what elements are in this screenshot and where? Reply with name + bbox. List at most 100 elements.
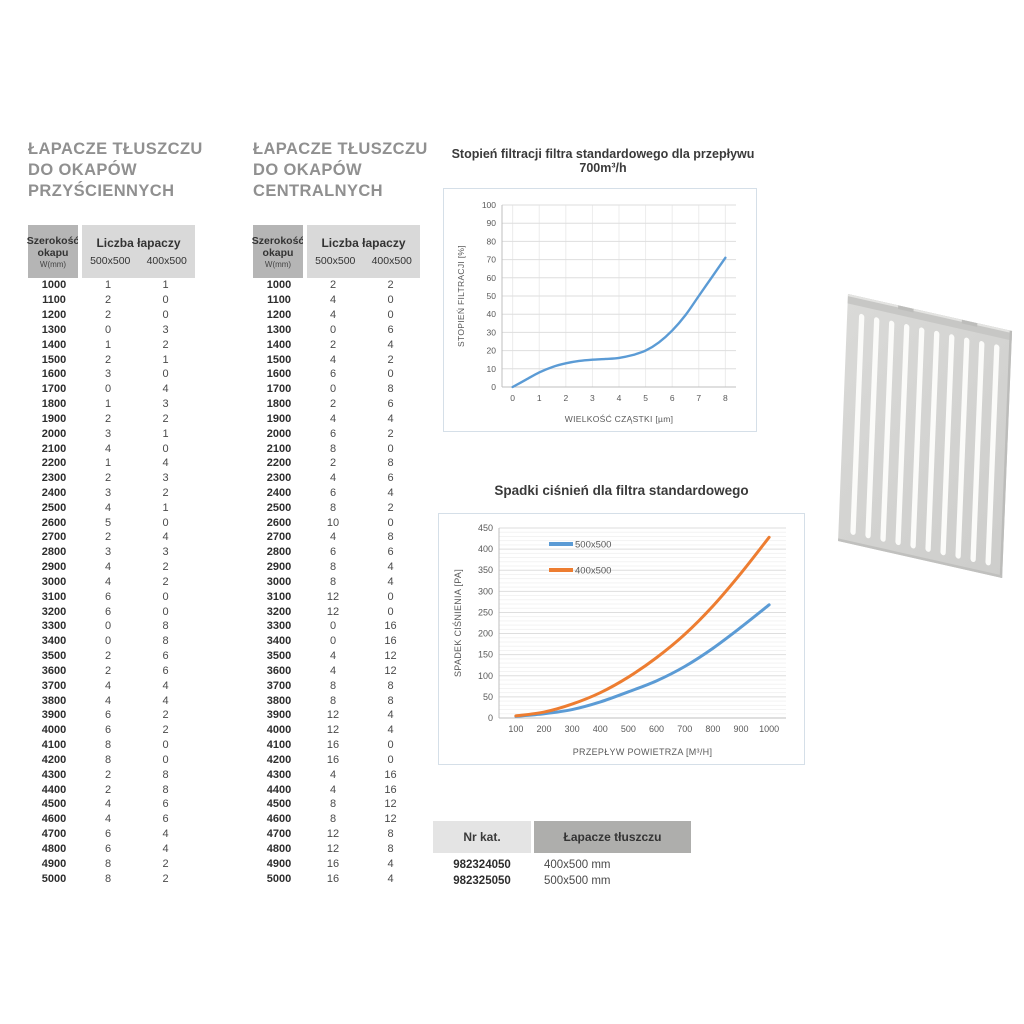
trap-count-cell: 2 bbox=[104, 472, 112, 485]
trap-count-cell: 0 bbox=[329, 383, 337, 396]
table-row: 4500 8 12 bbox=[253, 797, 420, 812]
trap-count-cell: 2 bbox=[387, 501, 394, 514]
svg-text:450: 450 bbox=[478, 523, 493, 533]
svg-text:200: 200 bbox=[478, 629, 493, 639]
trap-count-cell: 8 bbox=[104, 857, 112, 870]
filtration-chart: 0 10 20 30 40 50 60 70 80 90 100 0 1 2 3 4 5 6 7 8 WIELKOŚĆ … bbox=[443, 188, 757, 432]
trap-count-cell: 1 bbox=[162, 501, 169, 514]
hood-width-cell: 4000 bbox=[266, 724, 292, 737]
trap-count-cell: 0 bbox=[387, 590, 394, 603]
trap-count-cell: 8 bbox=[329, 561, 337, 574]
hood-width-cell: 1800 bbox=[266, 398, 292, 411]
table-row: 1900 2 2 bbox=[28, 411, 195, 426]
trap-count-cell: 12 bbox=[384, 664, 397, 677]
svg-text:70: 70 bbox=[487, 255, 497, 265]
table-row: 4400 4 16 bbox=[253, 782, 420, 797]
trap-count-cell: 2 bbox=[329, 457, 337, 470]
table-row: 1200 2 0 bbox=[28, 308, 195, 323]
trap-count-cell: 10 bbox=[326, 516, 340, 529]
hood-width-cell: 4700 bbox=[41, 828, 67, 841]
hood-width-cell: 4300 bbox=[266, 768, 292, 781]
trap-count-cell: 2 bbox=[104, 768, 112, 781]
trap-count-cell: 0 bbox=[104, 323, 112, 336]
trap-count-cell: 1 bbox=[104, 398, 112, 411]
trap-count-cell: 0 bbox=[162, 605, 169, 618]
trap-count-cell: 2 bbox=[104, 412, 112, 425]
hood-width-cell: 2600 bbox=[41, 516, 67, 529]
trap-count-cell: 8 bbox=[387, 531, 394, 544]
table-row: 1800 2 6 bbox=[253, 397, 420, 412]
catalog-number-cell: 982325050 bbox=[453, 875, 511, 887]
trap-count-cell: 16 bbox=[326, 753, 340, 766]
trap-count-cell: 1 bbox=[104, 338, 112, 351]
trap-count-group-label: Liczba łapaczy bbox=[321, 236, 406, 250]
table-row: 1100 2 0 bbox=[28, 293, 195, 308]
filter-panel-bottom-edge bbox=[838, 538, 1003, 579]
trap-count-cell: 8 bbox=[162, 635, 169, 648]
trap-count-cell: 2 bbox=[162, 487, 169, 499]
trap-count-cell: 8 bbox=[387, 679, 394, 692]
trap-count-cell: 12 bbox=[326, 724, 340, 737]
trap-count-cell: 4 bbox=[329, 531, 337, 544]
trap-count-cell: 1 bbox=[104, 279, 112, 292]
trap-count-cell: 16 bbox=[384, 768, 397, 781]
hood-width-cell: 4900 bbox=[41, 857, 67, 870]
hood-width-cell: 3600 bbox=[266, 664, 292, 677]
trap-count-cell: 2 bbox=[104, 294, 112, 307]
hood-width-cell: 3900 bbox=[41, 709, 67, 722]
trap-count-cell: 16 bbox=[384, 783, 397, 796]
table-row: 5000 16 4 bbox=[253, 871, 420, 886]
table-row: 1000 2 2 bbox=[253, 278, 420, 293]
table-row: 1100 4 0 bbox=[253, 293, 420, 308]
hood-width-cell: 1600 bbox=[41, 368, 67, 381]
table-row: 3100 6 0 bbox=[28, 589, 195, 604]
trap-count-cell: 8 bbox=[104, 753, 112, 766]
trap-count-cell: 12 bbox=[326, 842, 340, 855]
table-row: 1200 4 0 bbox=[253, 308, 420, 323]
hood-width-cell: 3100 bbox=[266, 590, 292, 603]
svg-text:400: 400 bbox=[478, 544, 493, 554]
hood-width-cell: 3300 bbox=[41, 620, 67, 633]
table-row: 2500 8 2 bbox=[253, 500, 420, 515]
hood-width-cell: 2700 bbox=[41, 531, 67, 544]
table-row: 3100 12 0 bbox=[253, 589, 420, 604]
trap-count-cell: 1 bbox=[104, 457, 112, 470]
trap-count-cell: 12 bbox=[326, 605, 340, 618]
table-row: 3000 4 2 bbox=[28, 575, 195, 590]
hood-width-cell: 2700 bbox=[266, 531, 292, 544]
trap-count-header-cell: Liczba łapaczy 500x500 400x500 bbox=[82, 225, 195, 278]
trap-count-cell: 12 bbox=[384, 798, 397, 811]
table-row: 4800 12 8 bbox=[253, 841, 420, 856]
trap-count-cell: 4 bbox=[387, 338, 394, 351]
filter-slot bbox=[955, 337, 970, 559]
table-row: 4400 2 8 bbox=[28, 782, 195, 797]
section-heading-wall-hoods: ŁAPACZE TŁUSZCZU DO OKAPÓW PRZYŚCIENNYCH bbox=[28, 140, 203, 200]
table-row: 1600 3 0 bbox=[28, 367, 195, 382]
trap-count-cell: 0 bbox=[387, 605, 394, 618]
trap-count-group-label: Liczba łapaczy bbox=[96, 236, 181, 250]
filter-slot bbox=[880, 320, 895, 542]
svg-text:350: 350 bbox=[478, 565, 493, 575]
trap-count-cell: 12 bbox=[326, 828, 340, 841]
svg-text:6: 6 bbox=[670, 393, 675, 403]
hood-width-cell: 1100 bbox=[42, 294, 66, 307]
trap-count-header-cell: Liczba łapaczy 500x500 400x500 bbox=[307, 225, 420, 278]
trap-count-cell: 3 bbox=[104, 546, 112, 559]
trap-count-cell: 8 bbox=[329, 575, 337, 588]
trap-count-cell: 4 bbox=[387, 575, 394, 588]
catalog-table-header: Nr kat. Łapacze tłuszczu bbox=[433, 821, 691, 853]
table-row: 1900 4 4 bbox=[253, 411, 420, 426]
filter-panel-body bbox=[838, 294, 1013, 579]
svg-text:100: 100 bbox=[482, 200, 496, 210]
catalog-number-table: Nr kat. Łapacze tłuszczu 982324050 400x50… bbox=[433, 821, 691, 889]
table-row: 5000 8 2 bbox=[28, 871, 195, 886]
table-row: 2900 4 2 bbox=[28, 560, 195, 575]
trap-count-cell: 6 bbox=[387, 398, 394, 411]
hood-width-cell: 1700 bbox=[266, 383, 292, 396]
svg-text:SPADEK CIŚNIENIA [PA]: SPADEK CIŚNIENIA [PA] bbox=[452, 569, 463, 677]
hood-width-cell: 3000 bbox=[41, 575, 67, 588]
trap-count-cell: 0 bbox=[387, 368, 394, 381]
trap-count-cell: 3 bbox=[162, 323, 169, 336]
hood-width-cell: 2900 bbox=[41, 561, 67, 574]
hood-width-cell: 1400 bbox=[266, 338, 292, 351]
